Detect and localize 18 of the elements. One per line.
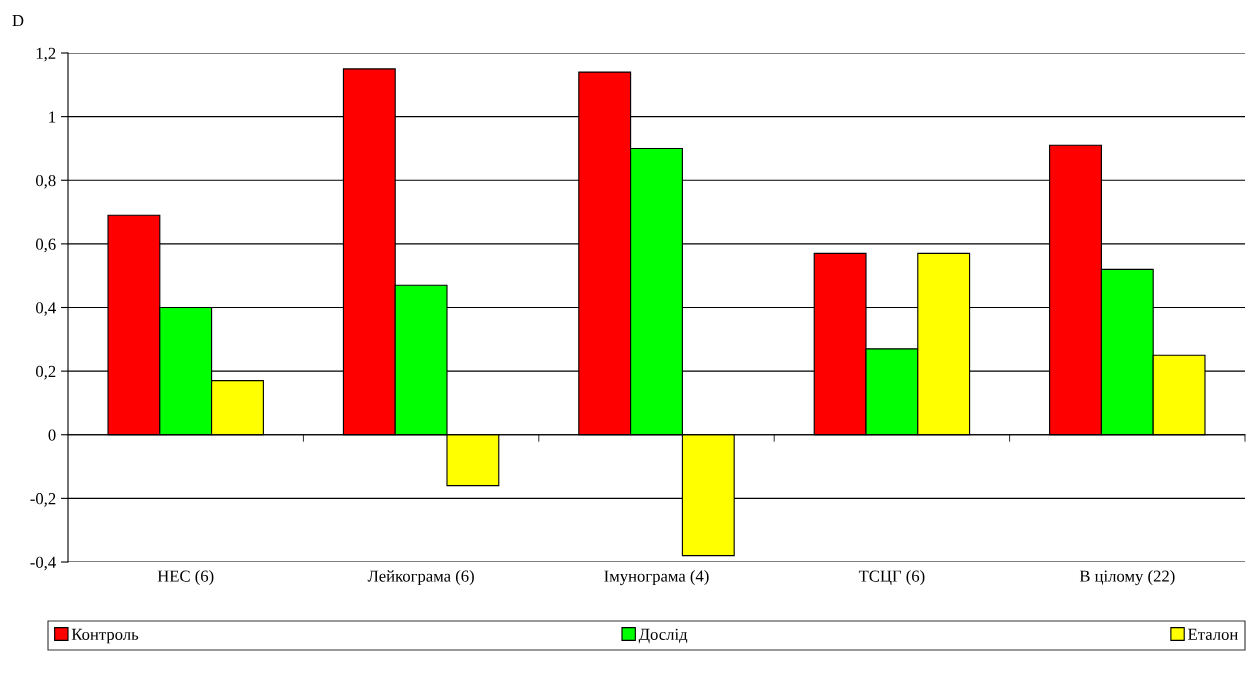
x-tick-label: НЕС (6) — [157, 570, 214, 586]
y-tick-label: 0 — [48, 429, 56, 441]
x-tick-label: В цілому (22) — [1079, 570, 1175, 586]
x-tick-label: ТСЦГ (6) — [858, 570, 925, 586]
y-axis-title: D — [12, 15, 24, 27]
legend-label: Контроль — [71, 628, 139, 644]
x-tick-label: Імунограма (4) — [604, 570, 709, 586]
y-tick-label: 0,6 — [36, 238, 56, 253]
y-tick-label: -0,2 — [30, 493, 56, 507]
y-tick-label: 0,8 — [36, 174, 56, 189]
x-tick-label: Лейкограма (6) — [367, 570, 474, 586]
legend-label: Еталон — [1188, 628, 1238, 640]
y-tick-label: 1 — [49, 111, 56, 123]
y-tick-label: 1,2 — [36, 47, 56, 62]
legend-label: Дослід — [638, 628, 688, 644]
y-tick-label: 0,2 — [36, 365, 56, 380]
y-tick-label: -0,4 — [30, 556, 56, 571]
y-tick-label: 0,4 — [36, 302, 56, 316]
